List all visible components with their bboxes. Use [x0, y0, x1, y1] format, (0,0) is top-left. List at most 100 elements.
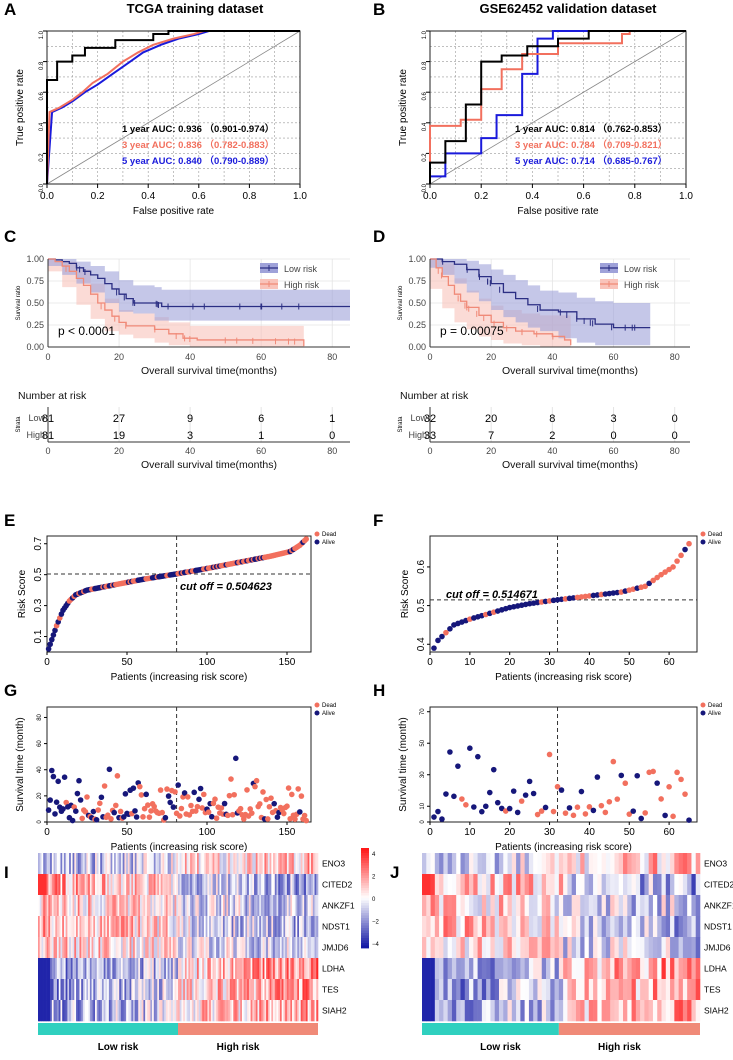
heatmap-cell — [197, 895, 200, 917]
heatmap-cell — [285, 916, 288, 938]
heatmap-cell — [105, 958, 108, 980]
heatmap-cell — [51, 916, 54, 938]
heatmap-cell — [193, 874, 196, 896]
heatmap-cell — [657, 916, 662, 938]
color-scale-step — [361, 865, 369, 869]
heatmap-cell — [86, 853, 89, 875]
heatmap-cell — [77, 895, 80, 917]
risk-row-label: Low — [28, 413, 45, 423]
survival-point — [237, 805, 244, 812]
heatmap-cell — [618, 916, 624, 938]
x-tick-label: 0 — [44, 827, 50, 838]
heatmap-cell — [138, 916, 141, 938]
heatmap-cell — [167, 979, 170, 1001]
heatmap-cell — [678, 937, 684, 959]
heatmap-cell — [148, 937, 151, 959]
heatmap-cell — [292, 1000, 295, 1022]
heatmap-cell — [584, 937, 590, 959]
heatmap-cell — [657, 874, 662, 896]
heatmap-cell — [235, 874, 238, 896]
heatmap-cell — [229, 958, 232, 980]
heatmap-cell — [648, 979, 654, 1001]
heatmap-cell — [264, 937, 267, 959]
y-axis-label: True positive rate — [15, 69, 26, 146]
heatmap-cell — [665, 874, 671, 896]
heatmap-cell — [119, 958, 122, 980]
heatmap-cell — [456, 1000, 461, 1022]
heatmap-cell — [203, 916, 206, 938]
heatmap-cell — [169, 1000, 172, 1022]
heatmap-cell — [178, 853, 181, 875]
heatmap-cell — [84, 895, 87, 917]
heatmap-cell — [100, 937, 103, 959]
heatmap-cell — [235, 979, 238, 1001]
heatmap-cell — [165, 958, 168, 980]
heatmap-cell — [95, 916, 98, 938]
heatmap-cell — [228, 916, 231, 938]
heatmap-cell — [422, 916, 427, 938]
heatmap-cell — [86, 916, 89, 938]
heatmap-cell — [153, 958, 156, 980]
legend-dot — [314, 702, 320, 708]
heatmap-cell — [597, 958, 602, 980]
survival-point — [197, 785, 204, 792]
heatmap-cell — [46, 958, 49, 980]
heatmap-cell — [640, 979, 645, 1001]
heatmap-cell — [114, 916, 117, 938]
heatmap-cell — [181, 853, 184, 875]
heatmap-cell — [93, 1000, 96, 1022]
heatmap-cell — [133, 916, 136, 938]
heatmap-cell — [88, 1000, 91, 1022]
heatmap-cell — [212, 895, 215, 917]
color-scale-step — [361, 895, 369, 899]
heatmap-cell — [248, 916, 251, 938]
heatmap-cell — [494, 958, 500, 980]
survival-point — [205, 809, 212, 815]
heatmap-cell — [114, 979, 117, 1001]
risk-point — [439, 633, 445, 640]
risk-count: 20 — [485, 413, 497, 425]
heatmap-cell — [464, 979, 470, 1001]
heatmap-cell — [50, 979, 53, 1001]
heatmap-cell — [122, 979, 125, 1001]
heatmap-cell — [541, 1000, 547, 1022]
heatmap-cell — [148, 853, 151, 875]
heatmap-cell — [469, 958, 474, 980]
heatmap-cell — [200, 916, 203, 938]
heatmap-cell — [477, 895, 483, 917]
heatmap-cell — [490, 895, 496, 917]
heatmap-cell — [157, 874, 160, 896]
heatmap-cell — [670, 1000, 675, 1022]
heatmap-cell — [631, 958, 637, 980]
heatmap-cell — [241, 937, 244, 959]
heatmap-cell — [316, 1000, 319, 1022]
heatmap-cell — [164, 937, 167, 959]
heatmap-cell — [139, 916, 143, 938]
heatmap-cell — [231, 895, 234, 917]
heatmap-cell — [100, 895, 103, 917]
heatmap-cell — [273, 937, 276, 959]
heatmap-cell — [271, 958, 274, 980]
survival-point — [494, 799, 501, 806]
heatmap-cell — [171, 874, 174, 896]
heatmap-cell — [57, 895, 60, 917]
heatmap-cell — [91, 937, 94, 959]
x-tick-label: 50 — [624, 657, 636, 668]
heatmap-cell — [84, 853, 87, 875]
heatmap-cell — [77, 916, 80, 938]
survival-point — [666, 784, 672, 790]
heatmap-cell — [297, 916, 300, 938]
y-tick-label: 0.00 — [408, 342, 426, 352]
x-axis-label: Patients (increasing risk score) — [111, 672, 248, 683]
heatmap-cell — [176, 916, 179, 938]
heatmap-cell — [221, 937, 224, 959]
heatmap-cell — [283, 1000, 286, 1022]
heatmap-cell — [200, 874, 203, 896]
heatmap-cell — [224, 958, 227, 980]
heatmap-cell — [38, 874, 41, 896]
panel-letter-F: F — [373, 511, 383, 530]
heatmap-cell — [167, 895, 170, 917]
heatmap-cell — [481, 979, 487, 1001]
heatmap-cell — [143, 958, 146, 980]
x-axis-label: Overall survival time(months) — [141, 365, 277, 377]
